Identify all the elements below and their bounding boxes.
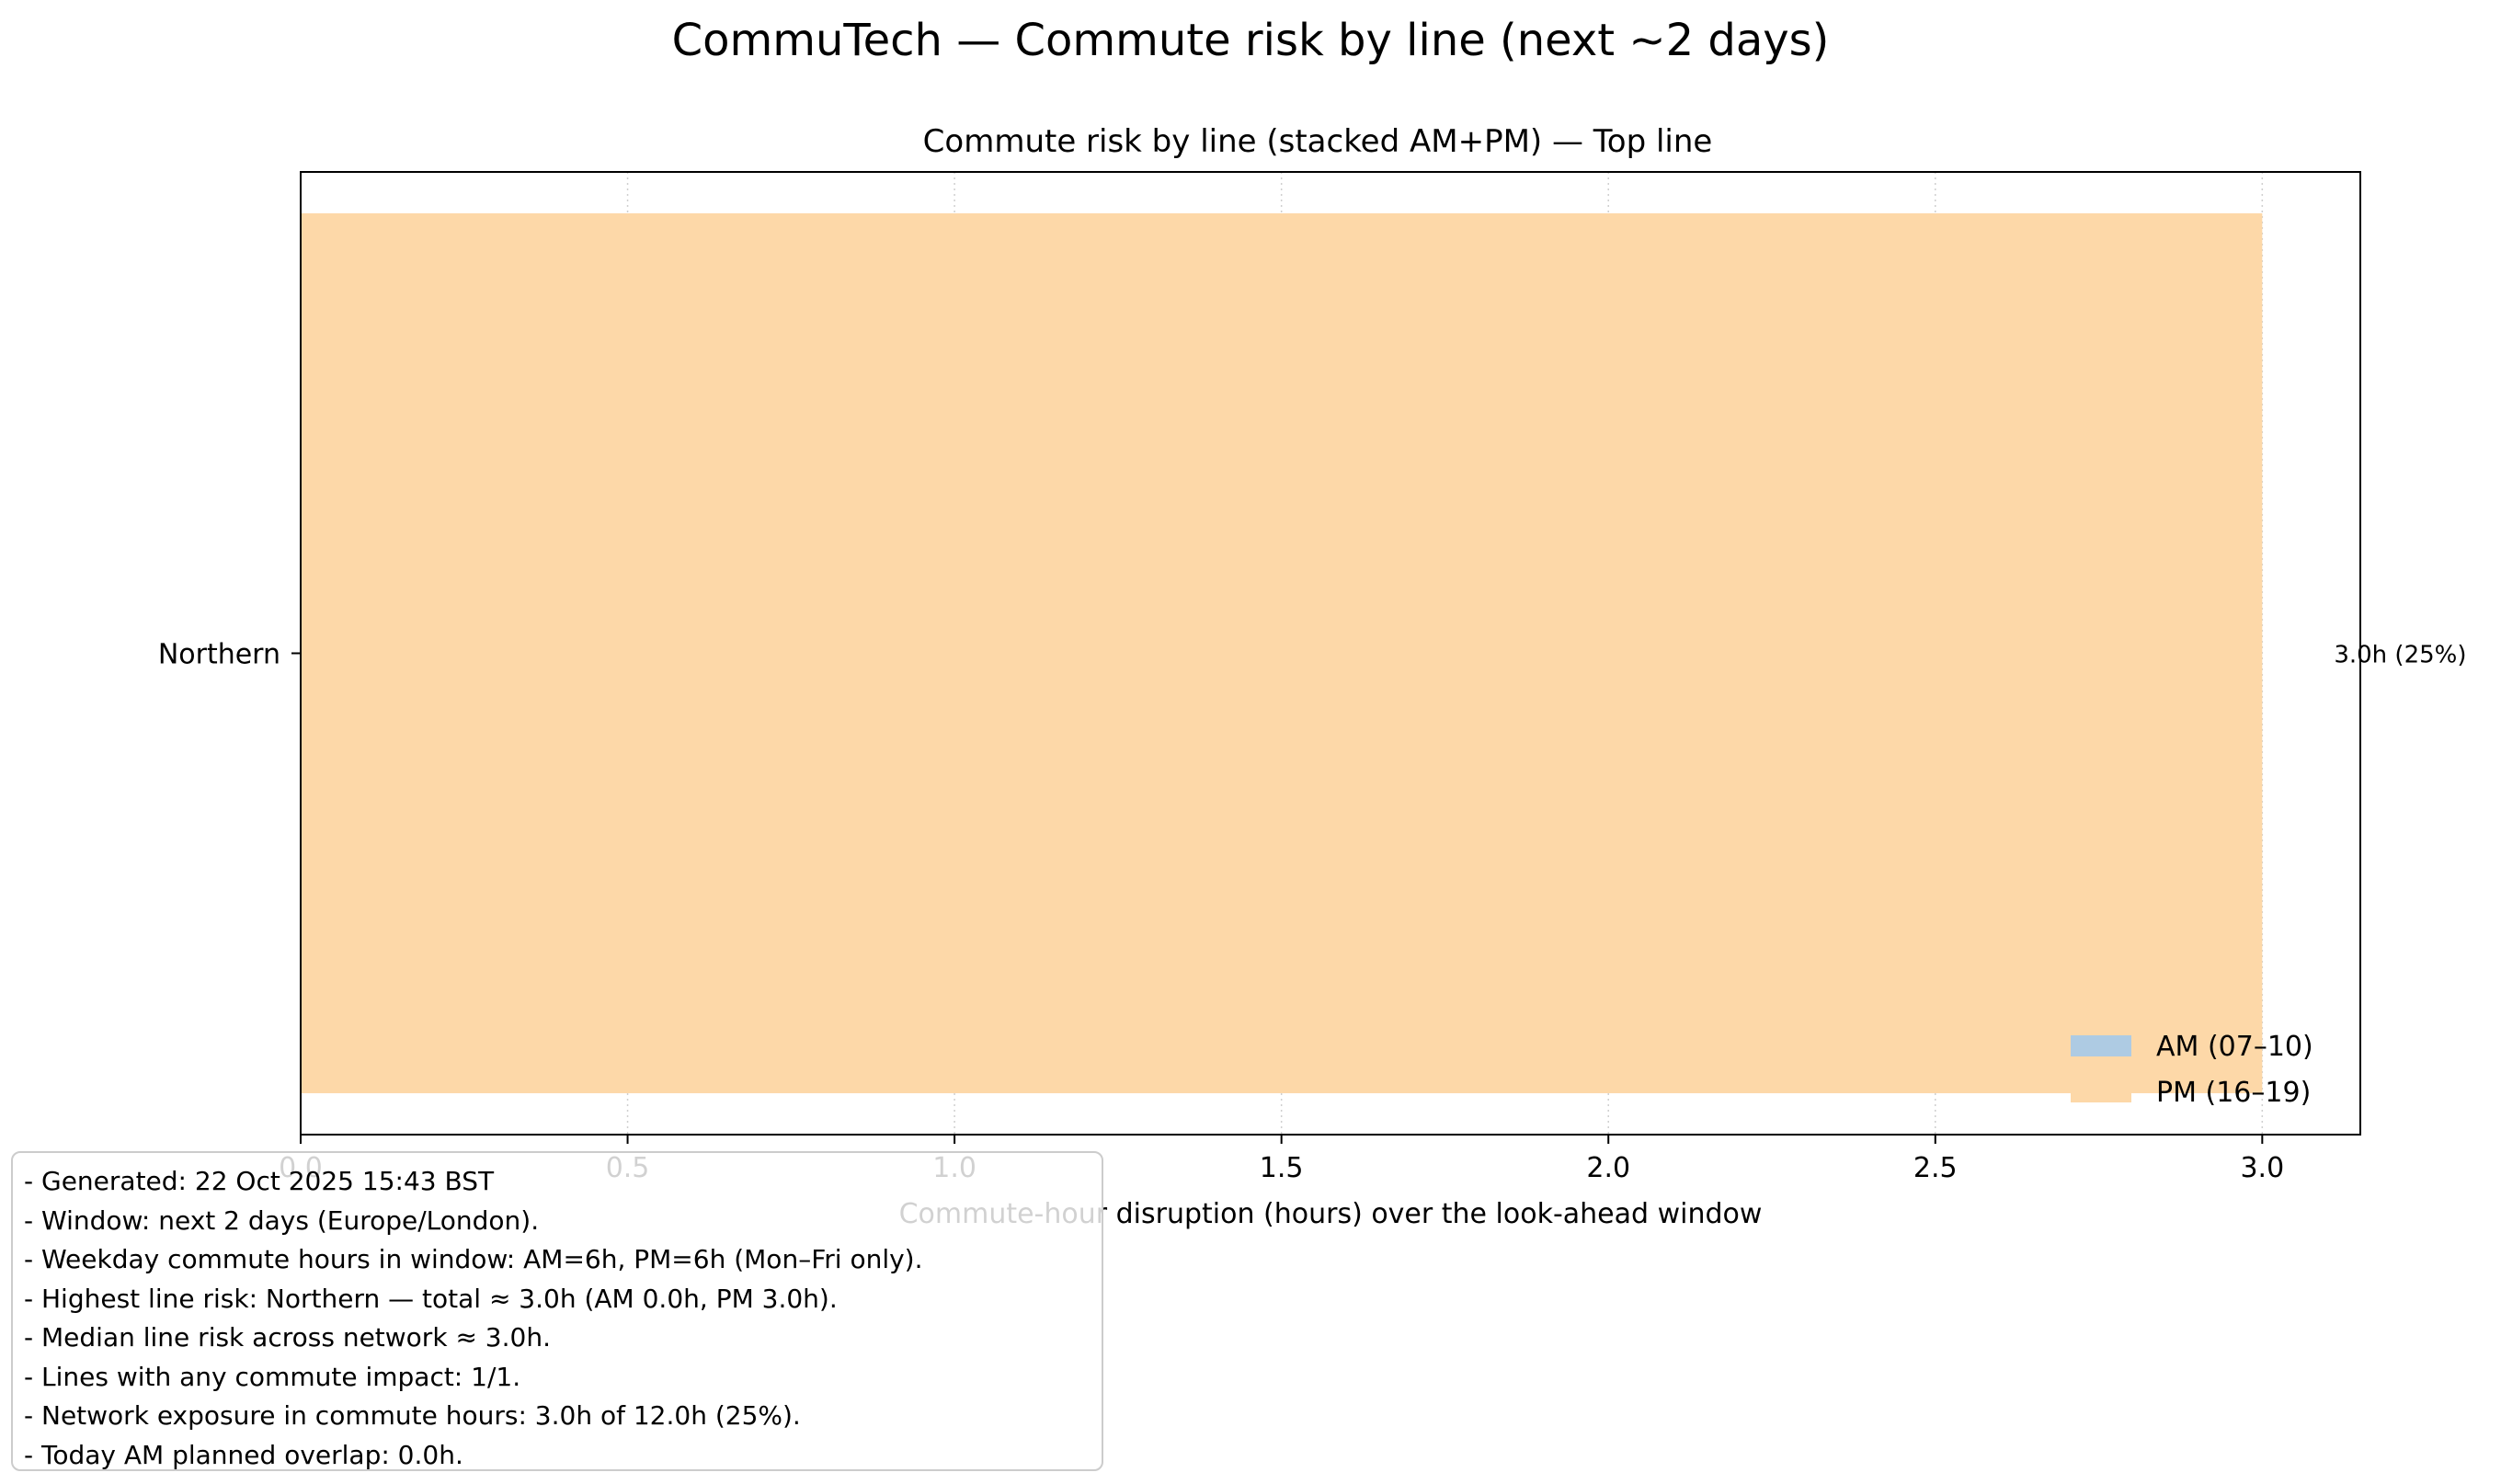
x-tick-label: 2.0 <box>1586 1152 1630 1184</box>
legend-label: PM (16–19) <box>2156 1077 2311 1109</box>
summary-note-line: - Window: next 2 days (Europe/London). <box>24 1204 540 1236</box>
summary-note-line: - Network exposure in commute hours: 3.0… <box>24 1400 801 1431</box>
x-tick-label: 3.0 <box>2240 1152 2284 1184</box>
x-tick-label: 1.5 <box>1260 1152 1304 1184</box>
summary-note-line: - Median line risk across network ≈ 3.0h… <box>24 1322 551 1353</box>
summary-notes-box: - Generated: 22 Oct 2025 15:43 BST - Wind… <box>11 1151 1103 1471</box>
summary-note-line: - Weekday commute hours in window: AM=6h… <box>24 1244 923 1274</box>
bars: 3.0h (25%) <box>301 213 2467 1093</box>
bar-total-label: 3.0h (25%) <box>2334 642 2466 669</box>
summary-note-line: - Today AM planned overlap: 0.0h. <box>24 1439 463 1470</box>
summary-note-line: - Highest line risk: Northern — total ≈ … <box>24 1283 838 1314</box>
legend-swatch <box>2071 1035 2131 1056</box>
legend: AM (07–10) PM (16–19) <box>2071 1031 2313 1109</box>
summary-note-line: - Lines with any commute impact: 1/1. <box>24 1361 521 1392</box>
legend-swatch <box>2071 1081 2131 1102</box>
bar-pm-northern <box>301 213 2263 1093</box>
chart-title: Commute risk by line (stacked AM+PM) — T… <box>923 123 1713 160</box>
summary-note-line: - Generated: 22 Oct 2025 15:43 BST <box>24 1166 495 1196</box>
legend-label: AM (07–10) <box>2156 1031 2313 1063</box>
figure-suptitle: CommuTech — Commute risk by line (next ~… <box>672 15 1830 66</box>
y-tick-label: Northern <box>158 639 280 671</box>
x-tick-label: 2.5 <box>1913 1152 1958 1184</box>
